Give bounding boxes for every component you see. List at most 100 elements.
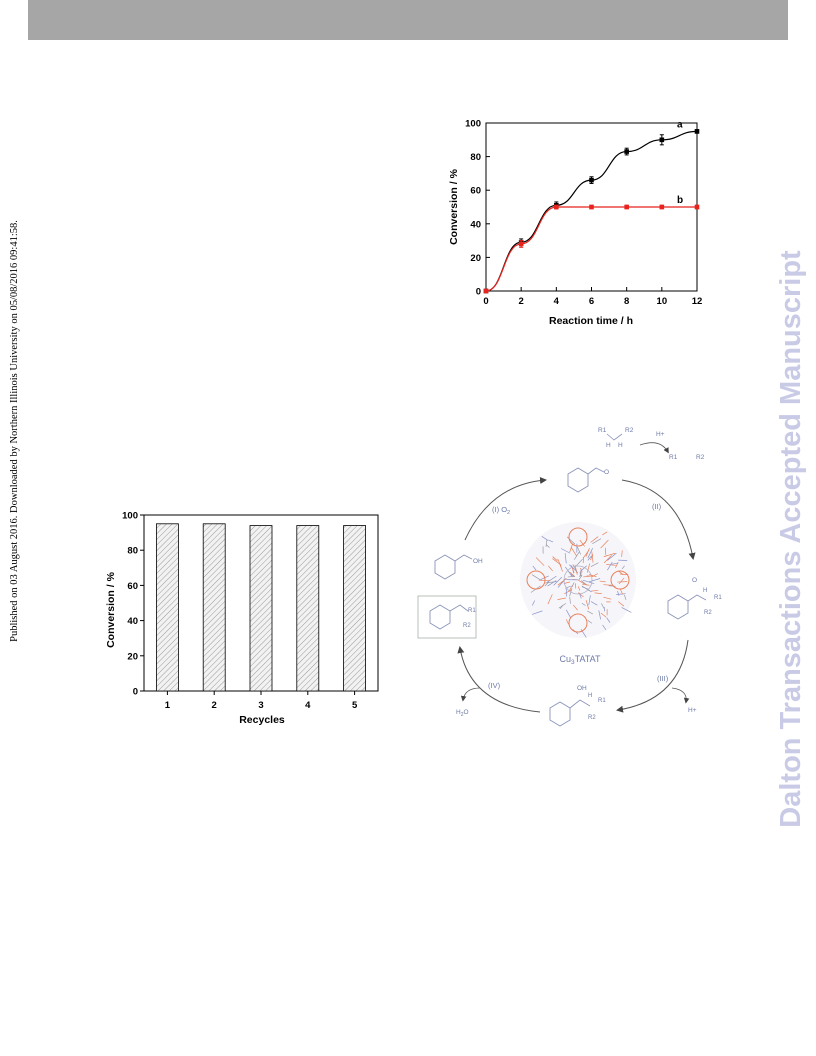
lattice-bond <box>607 552 617 561</box>
aldol-oh-label: OH <box>577 685 587 692</box>
lattice-bond <box>588 574 597 578</box>
svg-text:H: H <box>606 442 611 449</box>
lattice-bond <box>531 574 542 581</box>
y-tick-label: 100 <box>465 119 481 130</box>
step-label-ii: (II) <box>652 502 662 511</box>
lattice-bond <box>545 539 548 547</box>
lattice-bond <box>621 607 632 613</box>
lattice-bond <box>580 629 587 638</box>
bar-recycle-3 <box>249 525 273 692</box>
benzyl-alcohol-molecule <box>434 554 473 580</box>
y-axis-label: Conversion / % <box>105 571 117 648</box>
lattice-bond <box>588 578 601 583</box>
alcohol-oh-label: OH <box>473 558 483 565</box>
step-label-i: (I) O2 <box>492 505 510 516</box>
lattice-bond <box>582 579 595 585</box>
lattice-bond <box>576 558 583 567</box>
lattice-bond <box>541 536 549 541</box>
aldol-r2-label: R2 <box>588 715 596 721</box>
aldol-h-label: H <box>588 693 592 699</box>
lattice-bond <box>546 575 557 583</box>
lattice-bond <box>601 603 605 609</box>
alkene-product-molecule <box>429 604 469 630</box>
lattice-bond <box>563 581 571 584</box>
lattice-bond <box>535 557 545 566</box>
data-point-b <box>483 288 489 294</box>
lattice-bond <box>579 572 582 577</box>
lattice-bond <box>591 551 594 563</box>
lattice-bond <box>560 548 571 554</box>
intermediate-o-label: O <box>692 577 697 584</box>
lattice-bond <box>600 539 609 549</box>
data-point-b <box>518 241 524 247</box>
lattice-bond <box>569 571 575 577</box>
lattice-bond <box>587 610 594 615</box>
lattice-bond <box>592 538 602 545</box>
lattice-bond <box>606 617 611 623</box>
lattice-bond <box>548 539 554 543</box>
lattice-bond <box>587 548 593 559</box>
lattice-bond <box>618 570 624 575</box>
lattice-bond <box>564 553 567 564</box>
manuscript-watermark: Dalton Transactions Accepted Manuscript <box>775 250 807 828</box>
bar-recycle-1 <box>155 523 179 692</box>
lattice-bond <box>564 589 572 595</box>
lattice-bond <box>590 536 599 543</box>
data-point-a <box>694 129 700 134</box>
lattice-bond <box>582 583 590 586</box>
aldol-r1-label: R1 <box>598 698 606 704</box>
lattice-bond <box>603 584 612 586</box>
x-tick-label: 4 <box>305 700 311 711</box>
lattice-bond <box>566 536 576 545</box>
lattice-bond <box>615 561 619 569</box>
svg-text:R2: R2 <box>696 454 705 461</box>
lattice-bond <box>545 581 557 584</box>
top-header-bar <box>28 0 788 40</box>
lattice-bond <box>585 547 590 557</box>
lattice-bond <box>602 531 608 536</box>
y-axis-label: Conversion / % <box>448 168 460 245</box>
lattice-bond <box>579 539 585 547</box>
lattice-bond <box>587 555 592 561</box>
catalytic-cycle-scheme: (I) O2 (II) (III) (IV) R1 R2 H H H+ R1 R… <box>417 427 722 727</box>
y-tick-label: 80 <box>470 152 481 163</box>
data-point-a <box>624 149 629 154</box>
lattice-bond <box>598 610 602 620</box>
lattice-bond <box>604 552 616 557</box>
catalyst-label: Cu3TATAT <box>560 654 601 666</box>
lattice-bond <box>590 590 599 592</box>
conversion-time-chart: 0 2 4 6 8 10 12 0 20 40 60 80 100 a b Reaction time … <box>448 119 703 328</box>
series-label-a: a <box>677 119 683 130</box>
y-tick-label: 40 <box>470 219 481 230</box>
lattice-bond <box>545 544 550 548</box>
x-tick-label: 12 <box>692 296 703 307</box>
lattice-bond <box>624 595 627 600</box>
x-tick-label: 2 <box>519 296 524 307</box>
svg-text:R2: R2 <box>625 427 634 434</box>
lattice-bond <box>577 586 581 591</box>
lattice-bond <box>590 601 598 606</box>
recycle-bar-chart: 1 2 3 4 5 0 20 40 60 80 100 Recycles Conversion /… <box>105 511 379 726</box>
lattice-bond <box>569 596 571 604</box>
lattice-bond <box>569 544 573 553</box>
reagent-top: R1 R2 H H H+ R1 R2 <box>598 427 705 461</box>
product-box <box>417 595 477 639</box>
lattice-bond <box>607 561 613 571</box>
lattice-bond <box>585 600 590 610</box>
data-point-b <box>624 204 629 210</box>
mof-catalyst-structure <box>520 522 636 638</box>
publication-note: Published on 03 August 2016. Downloaded … <box>9 220 20 642</box>
lattice-bond <box>570 547 577 557</box>
product-r2-label: R2 <box>463 623 471 629</box>
y-tick-label: 80 <box>127 546 138 557</box>
lattice-bond <box>581 602 586 606</box>
y-tick-label: 0 <box>133 687 138 698</box>
lattice-bond <box>557 578 567 586</box>
intermediate-h-label: H <box>703 588 707 594</box>
y-tick-label: 20 <box>127 651 138 662</box>
svg-text:R1: R1 <box>598 427 607 434</box>
cycle-arrow-top-left <box>464 476 547 541</box>
data-point-b <box>659 204 665 210</box>
lattice-bond <box>577 546 582 555</box>
lattice-bond <box>571 582 575 588</box>
